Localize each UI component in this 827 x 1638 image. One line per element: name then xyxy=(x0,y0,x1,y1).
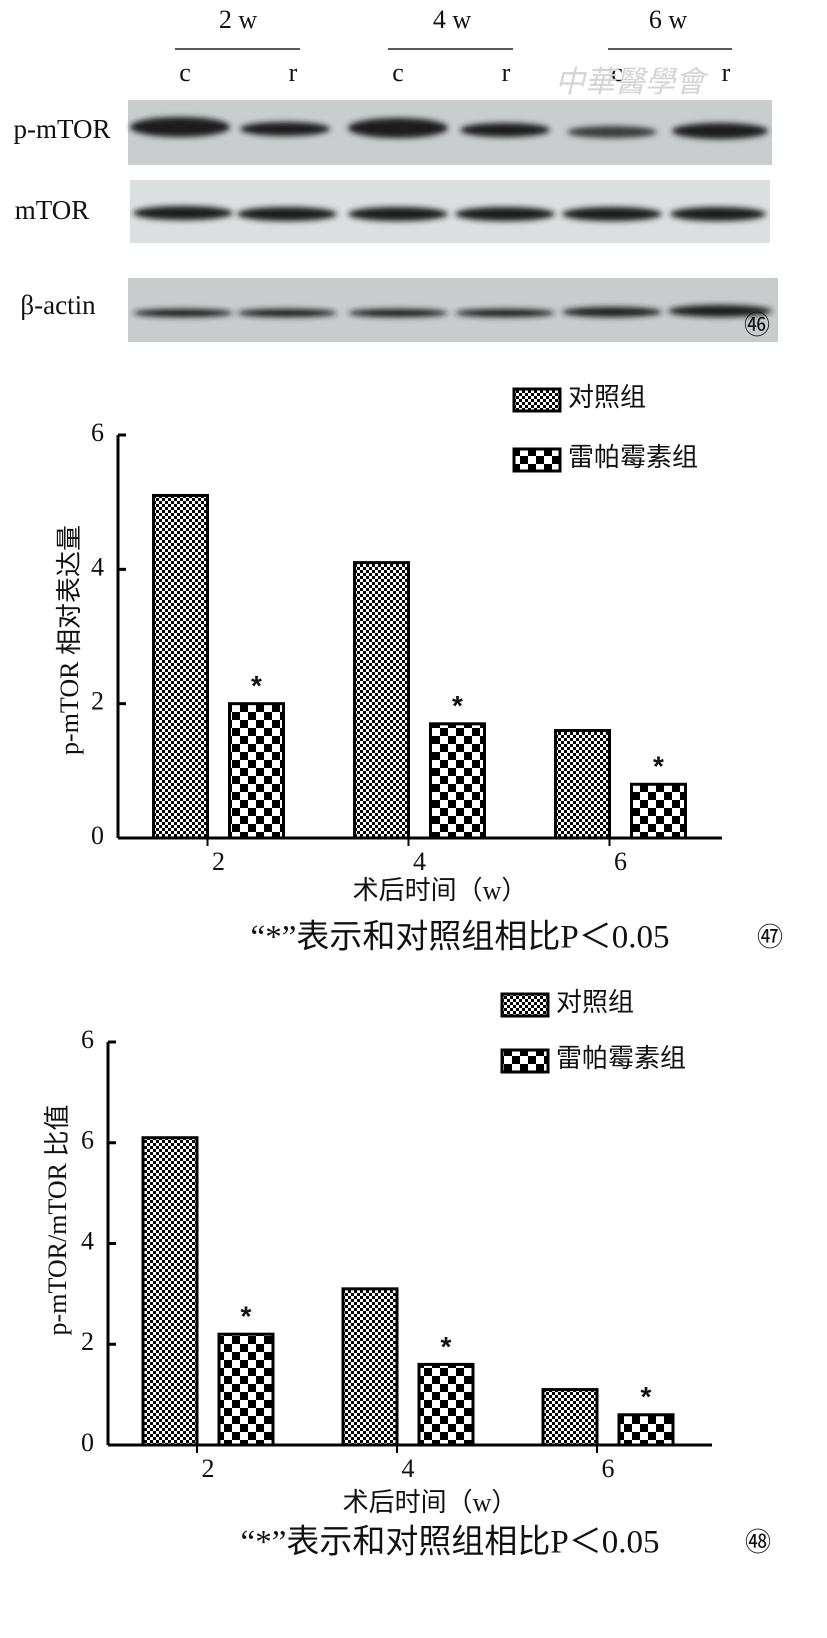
bar xyxy=(152,493,209,840)
lane-label: r xyxy=(289,58,298,87)
y-axis-label: p-mTOR/mTOR 比值 xyxy=(43,1105,72,1336)
legend-label: 对照组 xyxy=(568,383,646,412)
x-tick-label: 6 xyxy=(614,847,627,876)
bands xyxy=(130,117,772,317)
legend-label: 雷帕霉素组 xyxy=(568,443,698,472)
significance-mark: * xyxy=(441,1331,452,1362)
caption: “*”表示和对照组相比P＜0.05 xyxy=(251,919,670,956)
bar xyxy=(141,1136,199,1447)
figure-number: ㊽ xyxy=(745,1528,771,1557)
group-label: 6 w xyxy=(649,5,688,34)
row-label: mTOR xyxy=(15,195,90,225)
legend-swatch xyxy=(512,447,562,473)
significance-mark: * xyxy=(653,751,664,782)
x-axis-label: 术后时间（w） xyxy=(353,876,528,905)
bar xyxy=(353,561,410,840)
row-label: β-actin xyxy=(20,290,96,320)
bar xyxy=(417,1362,475,1447)
x-tick-label: 2 xyxy=(212,847,225,876)
x-tick-label: 4 xyxy=(402,1454,415,1483)
x-axis-label: 术后时间（w） xyxy=(343,1488,518,1517)
significance-mark: * xyxy=(241,1301,252,1332)
caption: “*”表示和对照组相比P＜0.05 xyxy=(241,1524,660,1561)
y-tick-label: 6 xyxy=(81,1025,94,1054)
legend-label: 雷帕霉素组 xyxy=(556,1044,686,1073)
x-tick-label: 2 xyxy=(202,1454,215,1483)
group-label: 2 w xyxy=(219,5,258,34)
bar xyxy=(217,1332,275,1447)
bar xyxy=(630,782,687,840)
legend-swatch xyxy=(500,992,550,1018)
y-tick-label: 0 xyxy=(91,821,104,850)
lane-label: r xyxy=(722,58,731,87)
bar xyxy=(341,1287,399,1447)
y-tick-label: 0 xyxy=(81,1428,94,1457)
blot-panel xyxy=(128,100,772,165)
lane-label: c xyxy=(611,58,623,87)
bar xyxy=(617,1413,675,1447)
bar xyxy=(429,722,486,840)
lane-label: r xyxy=(502,58,511,87)
x-tick-label: 4 xyxy=(413,847,426,876)
significance-mark: * xyxy=(251,670,262,701)
y-tick-label: 2 xyxy=(91,687,104,716)
lane-label: c xyxy=(392,58,404,87)
figure-number: ㊼ xyxy=(757,923,783,952)
legend-swatch xyxy=(512,387,562,413)
y-tick-label: 2 xyxy=(81,1327,94,1356)
group-label: 4 w xyxy=(433,5,472,34)
blot-panel xyxy=(130,180,770,243)
bar xyxy=(228,702,285,840)
x-tick-label: 6 xyxy=(602,1454,615,1483)
watermark: 中華醫學會 xyxy=(555,66,709,99)
figure-number: ㊻ xyxy=(744,311,770,340)
legend-swatch xyxy=(500,1048,550,1074)
bar xyxy=(554,729,611,840)
lane-label: c xyxy=(179,58,191,87)
bar xyxy=(541,1388,599,1447)
y-axis-label: p-mTOR 相对表达量 xyxy=(55,525,84,755)
row-label: p-mTOR xyxy=(13,114,110,144)
legend-label: 对照组 xyxy=(556,988,634,1017)
y-tick-label: 6 xyxy=(81,1126,94,1155)
blot: 2 w 4 w 6 w c r c r c r 中華醫學會 p-mTOR mTO… xyxy=(13,5,778,342)
y-tick-label: 6 xyxy=(91,418,104,447)
y-tick-label: 4 xyxy=(91,552,104,581)
y-tick-label: 4 xyxy=(81,1226,94,1255)
significance-mark: * xyxy=(641,1381,652,1412)
significance-mark: * xyxy=(452,690,463,721)
